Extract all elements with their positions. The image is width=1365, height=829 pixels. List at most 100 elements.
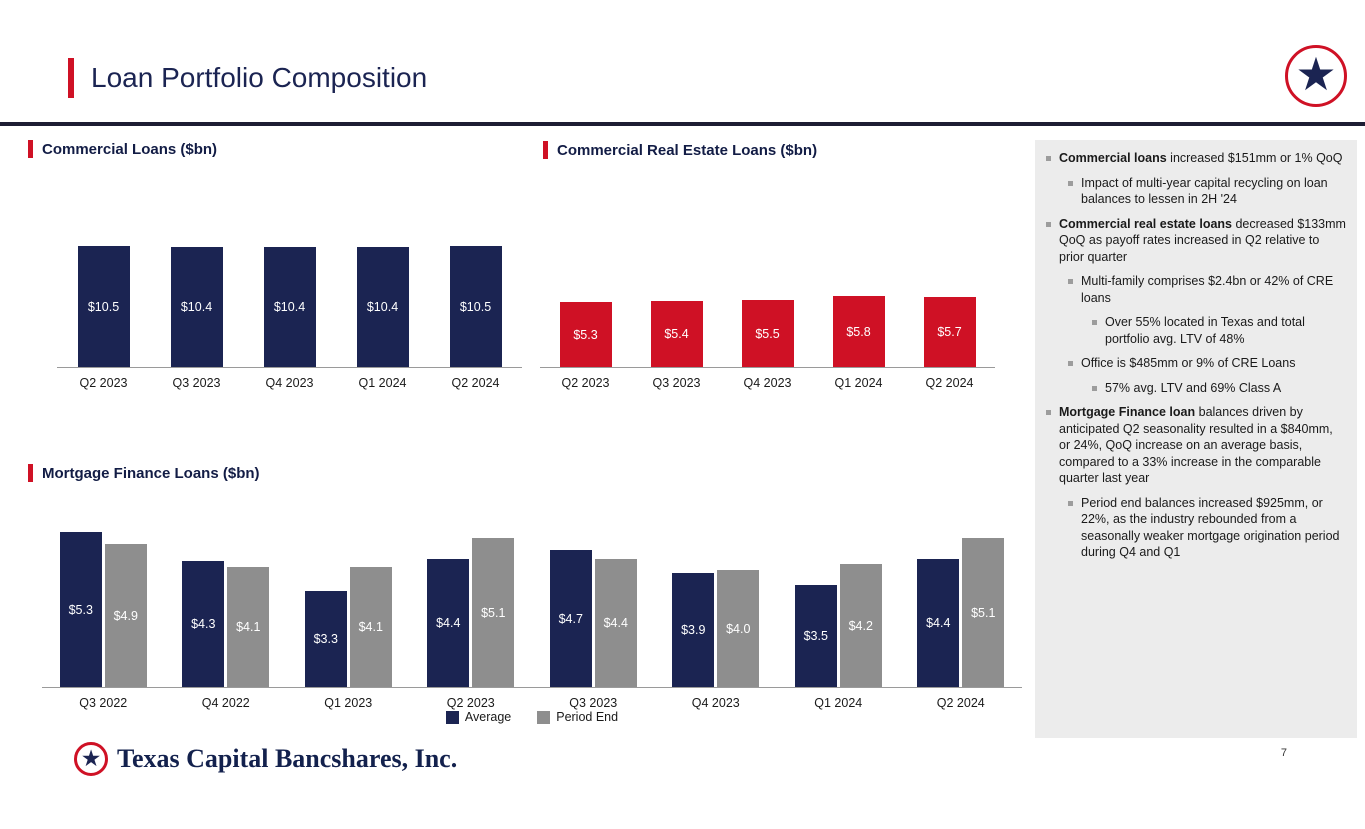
star-icon: ★ <box>80 744 102 771</box>
bullet-text: 57% avg. LTV and 69% Class A <box>1105 380 1282 395</box>
bar-value-label: $10.5 <box>87 299 120 314</box>
bar-commercial-real-estate-loans-bn-: $5.8 <box>832 296 885 367</box>
chart-column: $5.5 Q4 2023 <box>722 200 813 390</box>
bullet-item: 57% avg. LTV and 69% Class A <box>1044 380 1347 397</box>
bar-value-label: $4.3 <box>191 617 216 631</box>
bullet-marker-icon <box>1068 279 1073 284</box>
mortgage-loans-heading: Mortgage Finance Loans ($bn) <box>28 464 260 482</box>
bullet-marker-icon <box>1046 221 1051 227</box>
bar-value-label: $4.7 <box>558 611 583 626</box>
x-axis-label: Q2 2024 <box>925 376 974 390</box>
commercial-loans-chart: $10.5 Q2 2023 $10.4 Q3 2023 $10.4 Q4 2023 $10.… <box>57 200 522 390</box>
x-axis-label: Q2 2024 <box>936 696 985 710</box>
bar-value-label: $3.9 <box>681 623 706 637</box>
mortgage-chart-legend: Average Period End <box>42 710 1022 724</box>
bar-period-end: $4.1 <box>227 567 270 687</box>
bar-period-end: $4.4 <box>594 559 637 687</box>
chart-column: $10.4 Q4 2023 <box>243 200 336 390</box>
bullet-item: Over 55% located in Texas and total port… <box>1044 314 1347 347</box>
chart-column: $5.3 $4.9 Q3 2022 <box>42 510 165 710</box>
chart-column: $10.4 Q1 2024 <box>336 200 429 390</box>
bar-period-end: $4.2 <box>839 564 882 687</box>
bar-average: $3.5 <box>794 585 837 687</box>
x-axis-label: Q4 2023 <box>743 376 792 390</box>
chart-column: $4.4 $5.1 Q2 2023 <box>409 510 532 710</box>
company-logo: ★ <box>1285 45 1347 107</box>
bullet-text: Impact of multi-year capital recycling o… <box>1081 175 1328 207</box>
bullet-marker-icon <box>1092 385 1097 391</box>
bar-value-label: $3.3 <box>313 632 338 646</box>
commercial-loans-heading: Commercial Loans ($bn) <box>28 140 217 158</box>
bullet-text: Over 55% located in Texas and total port… <box>1105 315 1305 346</box>
bar-commercial-loans-bn-: $10.4 <box>170 247 223 367</box>
bar-value-label: $10.4 <box>366 300 399 314</box>
chart-column: $5.8 Q1 2024 <box>813 200 904 390</box>
x-axis-label: Q1 2024 <box>834 376 883 390</box>
bar-value-label: $4.1 <box>236 620 261 634</box>
star-icon: ★ <box>1295 48 1337 100</box>
bullet-text: Mortgage Finance loan balances driven by… <box>1059 405 1333 485</box>
x-axis-label: Q2 2023 <box>79 376 128 390</box>
bar-period-end: $4.0 <box>717 570 760 687</box>
chart-column: $4.4 $5.1 Q2 2024 <box>899 510 1022 710</box>
chart-column: $10.5 Q2 2023 <box>57 200 150 390</box>
x-axis-label: Q2 2024 <box>451 376 500 390</box>
legend-label-average: Average <box>464 710 512 724</box>
bullet-item: Impact of multi-year capital recycling o… <box>1044 175 1347 208</box>
chart-column: $3.3 $4.1 Q1 2023 <box>287 510 410 710</box>
bar-value-label: $10.4 <box>180 300 213 314</box>
x-axis-label: Q4 2023 <box>265 376 314 390</box>
bullet-item: Commercial real estate loans decreased $… <box>1044 216 1347 266</box>
bar-average: $4.3 <box>182 561 225 687</box>
bullet-marker-icon <box>1068 500 1073 506</box>
mortgage-loans-chart: $5.3 $4.9 Q3 2022 $4.3 $4.1 Q4 2022 $3.3 $4.1 Q1… <box>42 510 1022 710</box>
x-axis-label: Q3 2022 <box>79 696 128 710</box>
chart-column: $5.3 Q2 2023 <box>540 200 631 390</box>
x-axis-label: Q1 2024 <box>358 376 407 390</box>
bar-value-label: $10.5 <box>459 299 492 314</box>
bar-commercial-loans-bn-: $10.5 <box>77 246 130 367</box>
bar-value-label: $4.4 <box>926 616 951 630</box>
bar-period-end: $5.1 <box>472 538 515 687</box>
bar-value-label: $5.4 <box>664 327 689 341</box>
bar-value-label: $5.8 <box>846 324 871 339</box>
x-axis-label: Q1 2024 <box>814 696 863 710</box>
bar-commercial-loans-bn-: $10.4 <box>356 247 409 367</box>
chart-column: $5.7 Q2 2024 <box>904 200 995 390</box>
company-name: Texas Capital Bancshares, Inc. <box>117 744 458 773</box>
chart-column: $5.4 Q3 2023 <box>631 200 722 390</box>
x-axis-label: Q3 2023 <box>172 376 221 390</box>
legend-item-average: Average <box>445 710 512 724</box>
x-axis-label: Q4 2023 <box>691 696 740 710</box>
bar-value-label: $4.0 <box>726 621 751 636</box>
bullet-text: Office is $485mm or 9% of CRE Loans <box>1081 356 1296 370</box>
page-title: Loan Portfolio Composition <box>91 62 428 93</box>
chart-column: $3.9 $4.0 Q4 2023 <box>654 510 777 710</box>
footer-logo: ★ Texas Capital Bancshares, Inc. <box>74 742 457 776</box>
legend-item-period-end: Period End <box>537 710 618 724</box>
bullet-text: Commercial loans increased $151mm or 1% … <box>1059 151 1343 165</box>
bullet-marker-icon <box>1068 180 1073 186</box>
bullet-item: Commercial loans increased $151mm or 1% … <box>1044 150 1347 167</box>
bar-value-label: $5.1 <box>971 605 996 620</box>
bullet-item: Mortgage Finance loan balances driven by… <box>1044 404 1347 487</box>
chart-column: $10.5 Q2 2024 <box>429 200 522 390</box>
legend-label-period-end: Period End <box>556 710 619 724</box>
bullet-marker-icon <box>1068 361 1073 366</box>
bar-value-label: $5.3 <box>573 327 598 342</box>
bullet-marker-icon <box>1046 156 1051 161</box>
bar-average: $5.3 <box>59 532 102 687</box>
bar-value-label: $4.4 <box>603 616 628 630</box>
page-number: 7 <box>1280 747 1287 759</box>
bar-period-end: $4.9 <box>104 544 147 687</box>
bar-value-label: $3.5 <box>803 629 828 643</box>
bar-commercial-real-estate-loans-bn-: $5.3 <box>559 302 612 367</box>
bullet-marker-icon <box>1092 320 1097 325</box>
bar-period-end: $4.1 <box>349 567 392 687</box>
chart-column: $4.7 $4.4 Q3 2023 <box>532 510 655 710</box>
bar-commercial-loans-bn-: $10.5 <box>449 246 502 367</box>
heading-accent-bar <box>28 140 33 158</box>
x-axis-label: Q2 2023 <box>446 696 495 710</box>
bar-period-end: $5.1 <box>962 538 1005 687</box>
